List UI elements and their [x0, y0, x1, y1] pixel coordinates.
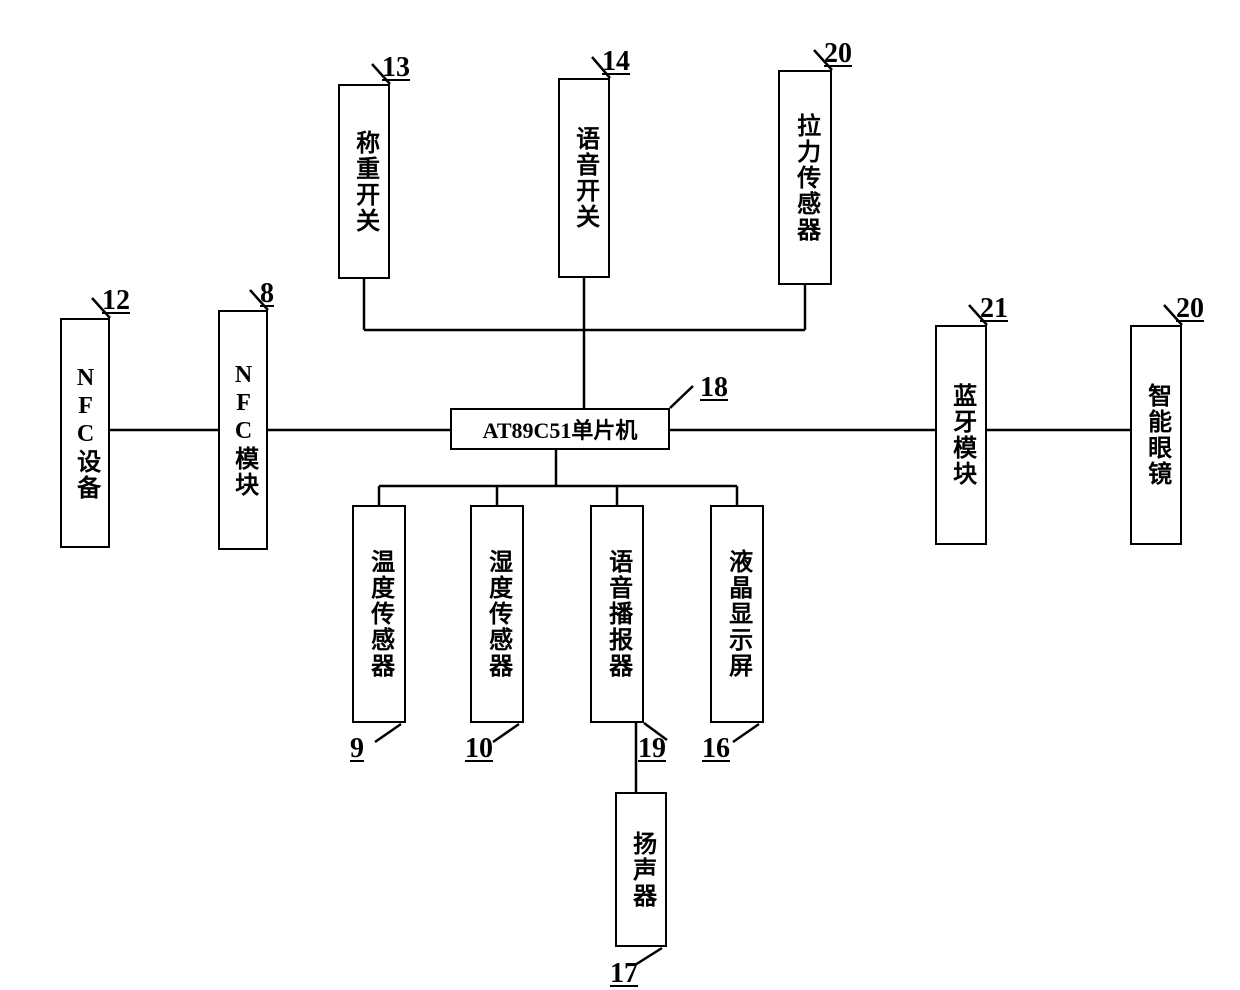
node-8: NFC模块 [218, 310, 268, 550]
node-16: 液晶显示屏 [710, 505, 764, 723]
node-17: 扬声器 [615, 792, 667, 947]
node-label-18: AT89C51单片机 [483, 413, 638, 445]
node-label-12: NFC设备 [72, 365, 97, 501]
node-20a: 拉力传感器 [778, 70, 832, 285]
node-14: 语音开关 [558, 78, 610, 278]
ref-number-17: 17 [610, 958, 638, 990]
node-label-20a: 拉力传感器 [792, 113, 817, 243]
node-12: NFC设备 [60, 318, 110, 548]
node-label-10: 湿度传感器 [484, 549, 509, 679]
node-label-13: 称重开关 [351, 130, 376, 234]
node-label-14: 语音开关 [571, 126, 596, 230]
ref-number-20b: 20 [1176, 293, 1204, 325]
ref-number-18: 18 [700, 372, 728, 404]
node-9: 温度传感器 [352, 505, 406, 723]
node-label-19: 语音播报器 [604, 549, 629, 679]
ref-number-13: 13 [382, 52, 410, 84]
ref-number-14: 14 [602, 46, 630, 78]
node-label-20b: 智能眼镜 [1143, 383, 1168, 487]
node-10: 湿度传感器 [470, 505, 524, 723]
ref-number-20a: 20 [824, 38, 852, 70]
ref-number-10: 10 [465, 733, 493, 765]
ref-number-12: 12 [102, 285, 130, 317]
node-19: 语音播报器 [590, 505, 644, 723]
node-label-16: 液晶显示屏 [724, 549, 749, 679]
node-label-17: 扬声器 [628, 831, 653, 909]
node-label-8: NFC模块 [230, 362, 255, 498]
node-18: AT89C51单片机 [450, 408, 670, 450]
ref-number-19: 19 [638, 733, 666, 765]
ref-number-16: 16 [702, 733, 730, 765]
ref-number-9: 9 [350, 733, 364, 765]
node-20b: 智能眼镜 [1130, 325, 1182, 545]
node-label-9: 温度传感器 [366, 549, 391, 679]
ref-number-8: 8 [260, 278, 274, 310]
node-21: 蓝牙模块 [935, 325, 987, 545]
node-13: 称重开关 [338, 84, 390, 279]
ref-number-21: 21 [980, 293, 1008, 325]
node-label-21: 蓝牙模块 [948, 383, 973, 487]
